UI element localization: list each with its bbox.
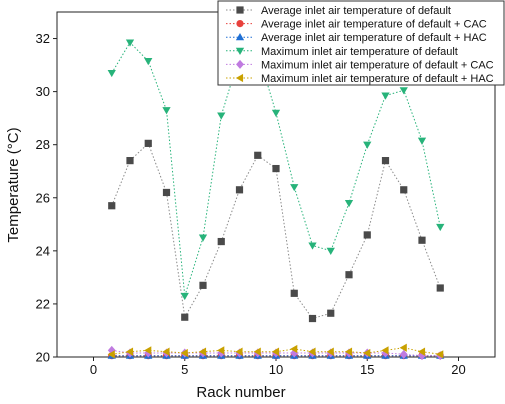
legend-marker bbox=[236, 20, 244, 28]
data-point bbox=[271, 347, 280, 356]
series-1 bbox=[108, 139, 444, 323]
legend-marker bbox=[235, 47, 245, 55]
data-point bbox=[199, 281, 207, 289]
legend-entry: Average inlet air temperature of default… bbox=[226, 19, 487, 31]
legend-label: Maximum inlet air temperature of default… bbox=[261, 73, 494, 85]
y-tick-label: 22 bbox=[36, 296, 50, 311]
x-tick-label: 5 bbox=[181, 362, 188, 377]
legend-entry: Maximum inlet air temperature of default… bbox=[226, 59, 494, 71]
data-point bbox=[235, 186, 244, 194]
legend-label: Average inlet air temperature of default… bbox=[261, 19, 487, 31]
y-tick-label: 20 bbox=[36, 350, 50, 365]
y-tick-label: 30 bbox=[36, 84, 50, 99]
data-point bbox=[363, 348, 371, 358]
legend-entry: Average inlet air temperature of default bbox=[226, 5, 451, 17]
x-tick-label: 20 bbox=[451, 362, 465, 377]
data-point bbox=[144, 348, 153, 358]
data-point bbox=[381, 346, 389, 355]
y-axis-title: Temperature (°C) bbox=[5, 127, 22, 242]
data-point bbox=[162, 107, 171, 115]
data-point bbox=[198, 347, 207, 356]
legend-marker bbox=[235, 73, 244, 83]
data-point bbox=[436, 223, 445, 232]
x-tick-label: 15 bbox=[360, 362, 374, 377]
data-point bbox=[290, 344, 298, 354]
data-point bbox=[254, 151, 262, 159]
legend-marker bbox=[236, 6, 244, 14]
data-point bbox=[144, 346, 152, 355]
legend-entry: Maximum inlet air temperature of default bbox=[226, 46, 458, 58]
data-point bbox=[381, 92, 390, 100]
x-axis-title: Rack number bbox=[196, 384, 285, 401]
data-point bbox=[181, 313, 189, 321]
data-point bbox=[180, 348, 188, 358]
data-point bbox=[326, 247, 335, 255]
legend-label: Average inlet air temperature of default… bbox=[261, 32, 487, 44]
data-point bbox=[363, 231, 371, 239]
data-point bbox=[399, 87, 408, 95]
legend-marker bbox=[236, 59, 244, 69]
y-tick-label: 24 bbox=[36, 243, 50, 258]
data-point bbox=[217, 112, 226, 120]
data-point bbox=[125, 39, 135, 47]
data-point bbox=[126, 157, 134, 165]
legend-label: Maximum inlet air temperature of default… bbox=[261, 59, 494, 71]
data-point bbox=[363, 141, 372, 149]
data-point bbox=[418, 236, 426, 244]
data-point bbox=[399, 349, 408, 359]
data-point bbox=[308, 314, 317, 323]
data-point bbox=[344, 347, 353, 356]
data-point bbox=[144, 58, 153, 66]
data-point bbox=[125, 347, 134, 356]
data-point bbox=[198, 234, 208, 242]
data-point bbox=[217, 348, 226, 358]
data-point bbox=[417, 347, 426, 356]
data-point bbox=[180, 292, 189, 301]
data-point bbox=[253, 347, 261, 356]
series-layer bbox=[107, 39, 445, 361]
x-tick-label: 0 bbox=[90, 362, 97, 377]
data-point bbox=[271, 109, 281, 117]
data-point bbox=[308, 347, 316, 356]
x-axis: 0 5 10 15 20 bbox=[90, 357, 466, 377]
legend: Average inlet air temperature of default… bbox=[217, 0, 505, 86]
data-point bbox=[162, 188, 171, 197]
data-point bbox=[162, 347, 170, 356]
legend-label: Average inlet air temperature of default bbox=[261, 5, 451, 17]
legend-frame bbox=[217, 0, 505, 86]
data-point bbox=[436, 350, 444, 359]
data-point bbox=[107, 69, 116, 78]
data-point bbox=[399, 343, 407, 352]
data-point bbox=[107, 350, 115, 359]
data-point bbox=[436, 284, 444, 292]
data-point bbox=[272, 164, 280, 173]
data-point bbox=[344, 200, 354, 208]
data-point bbox=[381, 157, 390, 165]
data-point bbox=[417, 137, 427, 145]
y-tick-label: 28 bbox=[36, 137, 50, 152]
series-6 bbox=[107, 343, 444, 359]
data-point bbox=[108, 202, 116, 210]
legend-entry: Average inlet air temperature of default… bbox=[226, 32, 487, 44]
x-tick-label: 10 bbox=[269, 362, 283, 377]
y-axis: 20 22 24 26 28 30 32 bbox=[36, 31, 57, 365]
data-point bbox=[217, 346, 225, 355]
legend-marker bbox=[235, 33, 245, 41]
data-point bbox=[308, 242, 317, 250]
y-tick-label: 26 bbox=[36, 190, 50, 205]
data-point bbox=[326, 347, 334, 356]
data-point bbox=[235, 347, 243, 356]
data-point bbox=[400, 186, 408, 194]
data-point bbox=[345, 271, 353, 279]
data-point bbox=[144, 139, 152, 147]
legend-label: Maximum inlet air temperature of default bbox=[261, 46, 458, 58]
y-tick-label: 32 bbox=[36, 31, 50, 46]
data-point bbox=[327, 309, 335, 317]
data-point bbox=[290, 289, 298, 297]
data-point bbox=[217, 237, 225, 246]
data-point bbox=[290, 184, 299, 192]
legend-entry: Maximum inlet air temperature of default… bbox=[226, 73, 494, 85]
